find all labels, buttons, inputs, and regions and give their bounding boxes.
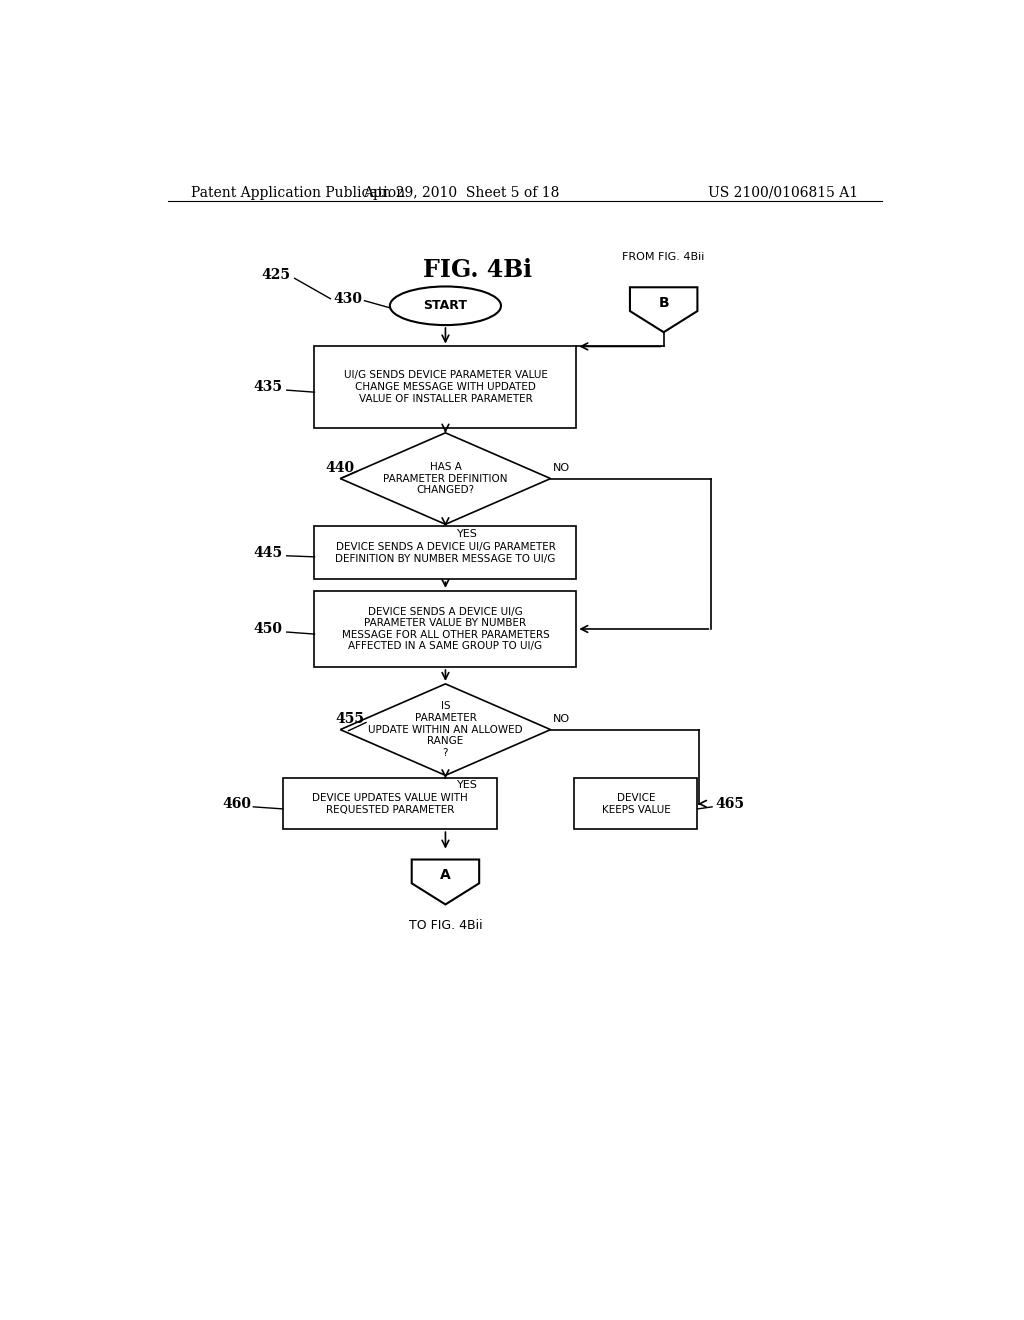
Text: UI/G SENDS DEVICE PARAMETER VALUE
CHANGE MESSAGE WITH UPDATED
VALUE OF INSTALLER: UI/G SENDS DEVICE PARAMETER VALUE CHANGE… <box>343 371 548 404</box>
Text: NO: NO <box>553 714 569 725</box>
Text: 445: 445 <box>254 545 283 560</box>
Polygon shape <box>340 684 551 775</box>
FancyBboxPatch shape <box>574 779 697 829</box>
Text: A: A <box>440 869 451 882</box>
FancyBboxPatch shape <box>314 591 577 667</box>
Text: FROM FIG. 4Bii: FROM FIG. 4Bii <box>623 252 705 263</box>
Text: 460: 460 <box>222 797 251 810</box>
Text: 430: 430 <box>333 292 362 306</box>
Text: DEVICE SENDS A DEVICE UI/G
PARAMETER VALUE BY NUMBER
MESSAGE FOR ALL OTHER PARAM: DEVICE SENDS A DEVICE UI/G PARAMETER VAL… <box>342 607 549 651</box>
Polygon shape <box>630 288 697 333</box>
FancyBboxPatch shape <box>314 527 577 579</box>
Text: DEVICE SENDS A DEVICE UI/G PARAMETER
DEFINITION BY NUMBER MESSAGE TO UI/G: DEVICE SENDS A DEVICE UI/G PARAMETER DEF… <box>335 543 556 564</box>
Text: B: B <box>658 296 669 310</box>
Text: 455: 455 <box>336 713 365 726</box>
Text: FIG. 4Bi: FIG. 4Bi <box>423 259 531 282</box>
Text: Patent Application Publication: Patent Application Publication <box>191 186 406 199</box>
Text: 440: 440 <box>325 462 354 475</box>
Text: DEVICE UPDATES VALUE WITH
REQUESTED PARAMETER: DEVICE UPDATES VALUE WITH REQUESTED PARA… <box>312 793 468 814</box>
Text: 450: 450 <box>254 622 283 636</box>
Text: YES: YES <box>458 529 478 540</box>
Polygon shape <box>412 859 479 904</box>
Text: 425: 425 <box>262 268 291 282</box>
Text: 435: 435 <box>254 380 283 395</box>
Text: US 2100/0106815 A1: US 2100/0106815 A1 <box>708 186 858 199</box>
Polygon shape <box>340 433 551 524</box>
FancyBboxPatch shape <box>283 779 497 829</box>
Text: YES: YES <box>458 780 478 791</box>
FancyBboxPatch shape <box>314 346 577 428</box>
Text: IS
PARAMETER
UPDATE WITHIN AN ALLOWED
RANGE
?: IS PARAMETER UPDATE WITHIN AN ALLOWED RA… <box>368 701 523 758</box>
Text: HAS A
PARAMETER DEFINITION
CHANGED?: HAS A PARAMETER DEFINITION CHANGED? <box>383 462 508 495</box>
Ellipse shape <box>390 286 501 325</box>
Text: TO FIG. 4Bii: TO FIG. 4Bii <box>409 919 482 932</box>
Text: Apr. 29, 2010  Sheet 5 of 18: Apr. 29, 2010 Sheet 5 of 18 <box>364 186 559 199</box>
Text: START: START <box>424 300 467 313</box>
Text: DEVICE
KEEPS VALUE: DEVICE KEEPS VALUE <box>601 793 671 814</box>
Text: NO: NO <box>553 463 569 474</box>
Text: 465: 465 <box>715 797 744 810</box>
